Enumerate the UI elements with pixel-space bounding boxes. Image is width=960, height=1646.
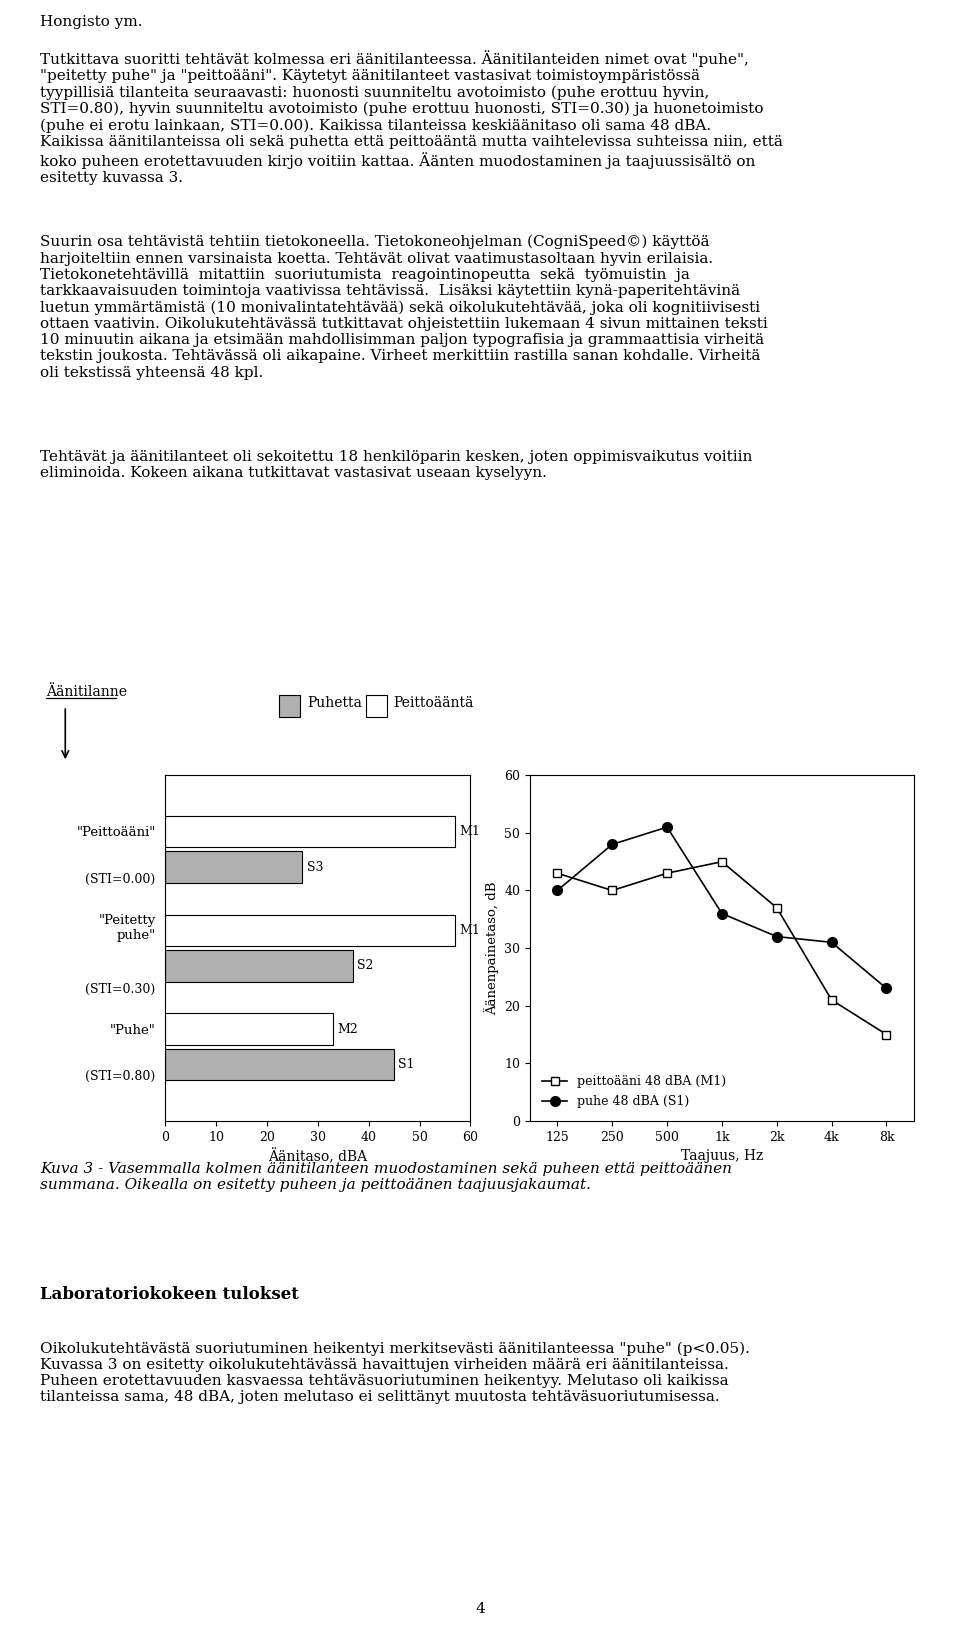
peittoääni 48 dBA (M1) xyxy=(716,853,728,872)
X-axis label: Taajuus, Hz: Taajuus, Hz xyxy=(681,1149,763,1164)
X-axis label: Äänitaso, dBA: Äänitaso, dBA xyxy=(268,1149,368,1165)
Bar xyxy=(165,950,353,981)
Text: Puhetta: Puhetta xyxy=(307,696,362,709)
Text: S2: S2 xyxy=(357,960,373,973)
puhe 48 dBA (S1) xyxy=(880,978,892,997)
Text: S3: S3 xyxy=(306,861,324,874)
Text: S1: S1 xyxy=(398,1058,415,1072)
Text: Tehtävät ja äänitilanteet oli sekoitettu 18 henkilöparin kesken, joten oppimisva: Tehtävät ja äänitilanteet oli sekoitettu… xyxy=(40,449,753,481)
Text: Äänitilanne: Äänitilanne xyxy=(46,685,127,700)
Bar xyxy=(165,851,302,882)
peittoääni 48 dBA (M1) xyxy=(826,991,837,1011)
Text: Tutkittava suoritti tehtävät kolmessa eri äänitilanteessa. Äänitilanteiden nimet: Tutkittava suoritti tehtävät kolmessa er… xyxy=(40,49,783,184)
Text: "Peittoääni": "Peittoääni" xyxy=(76,826,156,839)
Text: Peittoääntä: Peittoääntä xyxy=(394,696,474,709)
Bar xyxy=(165,1014,333,1045)
peittoääni 48 dBA (M1) xyxy=(661,863,673,882)
peittoääni 48 dBA (M1) xyxy=(607,881,618,900)
Text: (STI=0.30): (STI=0.30) xyxy=(85,983,156,996)
Text: 4: 4 xyxy=(475,1602,485,1616)
Text: M1: M1 xyxy=(459,923,480,937)
Text: Laboratoriokokeen tulokset: Laboratoriokokeen tulokset xyxy=(40,1286,300,1302)
Text: "Peitetty
puhe": "Peitetty puhe" xyxy=(98,914,156,943)
Text: M1: M1 xyxy=(459,825,480,838)
peittoääni 48 dBA (M1) xyxy=(771,899,782,918)
peittoääni 48 dBA (M1) xyxy=(880,1024,892,1045)
puhe 48 dBA (S1) xyxy=(552,881,564,900)
Text: Hongisto ym.: Hongisto ym. xyxy=(40,15,143,30)
Bar xyxy=(165,816,455,848)
Line: peittoääni 48 dBA (M1): peittoääni 48 dBA (M1) xyxy=(553,858,891,1039)
Legend: peittoääni 48 dBA (M1), puhe 48 dBA (S1): peittoääni 48 dBA (M1), puhe 48 dBA (S1) xyxy=(537,1068,732,1114)
Y-axis label: Äänenpainetaso, dB: Äänenpainetaso, dB xyxy=(484,881,498,1016)
Text: Oikolukutehtävästä suoriutuminen heikentyi merkitsevästi äänitilanteessa "puhe" : Oikolukutehtävästä suoriutuminen heikent… xyxy=(40,1341,750,1404)
Text: Kuva 3 - Vasemmalla kolmen äänitilanteen muodostaminen sekä puheen että peittoää: Kuva 3 - Vasemmalla kolmen äänitilanteen… xyxy=(40,1162,732,1192)
Text: M2: M2 xyxy=(337,1022,358,1035)
puhe 48 dBA (S1) xyxy=(826,932,837,951)
puhe 48 dBA (S1) xyxy=(661,818,673,838)
puhe 48 dBA (S1) xyxy=(716,904,728,923)
Text: (STI=0.00): (STI=0.00) xyxy=(85,872,156,886)
puhe 48 dBA (S1) xyxy=(607,835,618,854)
Bar xyxy=(165,915,455,946)
Bar xyxy=(165,1049,394,1080)
puhe 48 dBA (S1) xyxy=(771,927,782,946)
peittoääni 48 dBA (M1) xyxy=(552,863,564,882)
Line: puhe 48 dBA (S1): puhe 48 dBA (S1) xyxy=(553,823,891,993)
Text: "Puhe": "Puhe" xyxy=(109,1024,156,1037)
Text: (STI=0.80): (STI=0.80) xyxy=(85,1070,156,1083)
Text: Suurin osa tehtävistä tehtiin tietokoneella. Tietokoneohjelman (CogniSpeed©) käy: Suurin osa tehtävistä tehtiin tietokonee… xyxy=(40,235,768,380)
